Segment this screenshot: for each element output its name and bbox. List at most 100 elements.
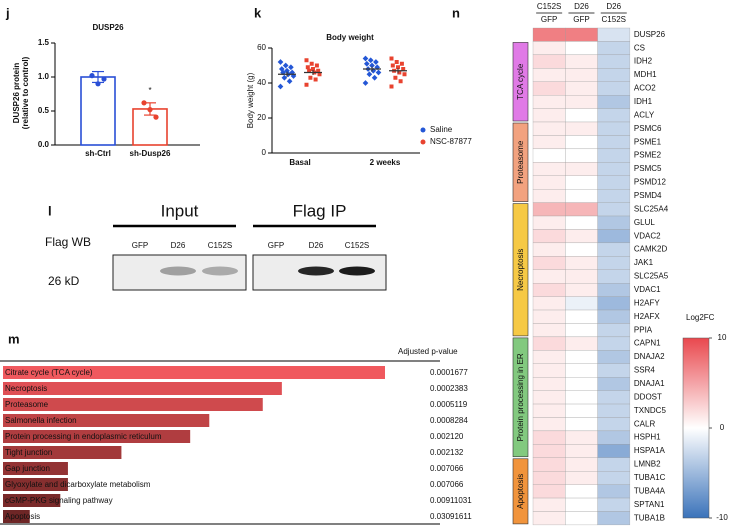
y-tick-label: 1.5 bbox=[38, 38, 50, 47]
row-label: CAMK2D bbox=[634, 245, 668, 254]
heatmap-cell bbox=[565, 471, 598, 485]
heatmap-cell bbox=[532, 390, 566, 405]
y-tick-label: 0.0 bbox=[38, 140, 50, 149]
data-point bbox=[399, 61, 404, 66]
data-point bbox=[371, 74, 378, 81]
heatmap-cell bbox=[532, 444, 566, 458]
row-label: PSMD4 bbox=[634, 191, 662, 200]
bar bbox=[3, 382, 282, 395]
heatmap-cell bbox=[532, 403, 566, 418]
heatmap-cell bbox=[565, 229, 598, 244]
y-tick-label: 40 bbox=[257, 78, 266, 87]
legend-label: NSC-87877 bbox=[430, 137, 472, 146]
heatmap-cell bbox=[597, 417, 631, 432]
data-point bbox=[373, 59, 379, 65]
row-label: SLC25A5 bbox=[634, 272, 669, 281]
lane-label: D26 bbox=[171, 241, 186, 250]
heatmap-cell bbox=[565, 175, 598, 190]
heatmap-cell bbox=[532, 309, 566, 324]
heatmap-cell bbox=[597, 41, 631, 56]
group-label: Apoptosis bbox=[516, 474, 525, 509]
row-label: PSMD12 bbox=[634, 178, 667, 187]
panel-letter: m bbox=[8, 331, 20, 346]
heatmap-cell bbox=[532, 430, 566, 445]
heatmap-cell bbox=[597, 256, 631, 270]
p-value: 0.0005119 bbox=[430, 400, 468, 409]
blot-group: Flag IP bbox=[293, 201, 347, 220]
row-label: ACO2 bbox=[634, 84, 656, 93]
heatmap-cell bbox=[597, 81, 631, 96]
colorbar-label: Log2FC bbox=[686, 313, 715, 322]
legend-swatch bbox=[420, 127, 426, 133]
heatmap-cell bbox=[597, 444, 631, 458]
heatmap-cell bbox=[532, 497, 566, 512]
heatmap-cell bbox=[532, 323, 566, 338]
x-tick-label: sh-Dusp26 bbox=[130, 149, 171, 158]
heatmap-cell bbox=[532, 81, 566, 96]
heatmap-cell bbox=[597, 95, 631, 109]
heatmap-cell bbox=[597, 377, 631, 391]
heatmap-cell bbox=[597, 323, 631, 338]
category-label: Necroptosis bbox=[5, 384, 47, 393]
row-label: TXNDC5 bbox=[634, 406, 667, 415]
heatmap-cell bbox=[597, 189, 631, 203]
heatmap-cell bbox=[597, 296, 631, 311]
data-point bbox=[153, 114, 159, 120]
heatmap-cell bbox=[565, 189, 598, 203]
data-point bbox=[396, 65, 400, 70]
y-axis-label: Body weight (g) bbox=[246, 72, 255, 128]
heatmap-cell bbox=[597, 403, 631, 418]
heatmap-cell bbox=[565, 377, 598, 391]
legend-label: Saline bbox=[430, 125, 453, 134]
p-value: 0.0001677 bbox=[430, 368, 468, 377]
colorbar bbox=[682, 337, 710, 519]
bar bbox=[3, 446, 122, 459]
heatmap-cell bbox=[532, 148, 566, 163]
heatmap-cell bbox=[532, 41, 566, 56]
bar bbox=[3, 478, 68, 491]
data-point bbox=[305, 65, 310, 70]
heatmap-cell bbox=[597, 242, 631, 257]
row-label: JAK1 bbox=[634, 258, 654, 267]
p-value: 0.00911031 bbox=[430, 496, 472, 505]
heatmap-cell bbox=[532, 269, 566, 284]
heatmap-cell bbox=[565, 27, 598, 42]
column-header: Adjusted p-value bbox=[398, 347, 458, 356]
group-box bbox=[512, 458, 529, 525]
chart-title: Body weight bbox=[326, 33, 374, 42]
heatmap-cell bbox=[597, 511, 631, 526]
heatmap-cell bbox=[532, 350, 566, 364]
heatmap-cell bbox=[565, 215, 598, 230]
data-point bbox=[277, 59, 284, 65]
row-label: HSPA1A bbox=[634, 446, 666, 455]
heatmap-cell bbox=[565, 296, 598, 311]
heatmap-cell bbox=[597, 215, 631, 230]
data-point bbox=[390, 63, 395, 68]
heatmap-cell bbox=[597, 121, 631, 136]
bar bbox=[3, 398, 263, 411]
data-point bbox=[101, 76, 107, 82]
heatmap-cell bbox=[532, 54, 566, 69]
panel-letter: l bbox=[48, 203, 52, 218]
lane-label: C152S bbox=[345, 241, 369, 250]
row-label: VDAC1 bbox=[634, 285, 661, 294]
data-point bbox=[89, 73, 95, 79]
data-point bbox=[397, 70, 402, 75]
data-point bbox=[311, 67, 315, 71]
heatmap-cell bbox=[532, 296, 566, 311]
heatmap-cell bbox=[597, 283, 631, 297]
heatmap-cell bbox=[565, 68, 598, 82]
heatmap-cell bbox=[532, 162, 566, 176]
category-label: Proteasome bbox=[5, 400, 49, 409]
p-value: 0.0002383 bbox=[430, 384, 468, 393]
row-label: SSR4 bbox=[634, 366, 655, 375]
heatmap-cell bbox=[532, 121, 566, 136]
heatmap-cell bbox=[597, 27, 631, 42]
heatmap-cell bbox=[565, 417, 598, 432]
data-point bbox=[281, 74, 288, 81]
row-label: H2AFY bbox=[634, 298, 660, 307]
column-label: D26 bbox=[574, 2, 589, 11]
heatmap-cell bbox=[565, 350, 598, 364]
heatmap-cell bbox=[565, 162, 598, 176]
